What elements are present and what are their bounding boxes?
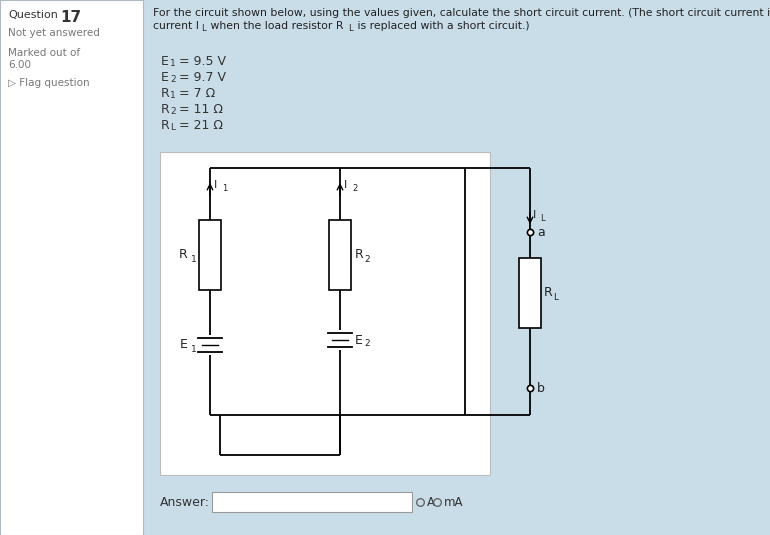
Text: R: R bbox=[161, 87, 169, 100]
Text: R: R bbox=[179, 248, 188, 262]
Text: 2: 2 bbox=[364, 340, 370, 348]
Text: 1: 1 bbox=[191, 255, 197, 264]
Text: 2: 2 bbox=[364, 255, 370, 264]
Text: = 7 Ω: = 7 Ω bbox=[175, 87, 216, 100]
Text: 1: 1 bbox=[170, 91, 176, 100]
Text: current I: current I bbox=[153, 21, 199, 31]
Text: L: L bbox=[201, 24, 206, 33]
Text: 2: 2 bbox=[352, 184, 357, 193]
Text: = 11 Ω: = 11 Ω bbox=[175, 103, 223, 116]
Text: Answer:: Answer: bbox=[160, 496, 210, 509]
Text: 2: 2 bbox=[170, 107, 176, 116]
Bar bbox=[519, 258, 541, 328]
Text: R: R bbox=[161, 103, 169, 116]
Text: 1: 1 bbox=[222, 184, 227, 193]
Text: L: L bbox=[170, 123, 175, 132]
Text: I: I bbox=[214, 180, 217, 190]
Text: L: L bbox=[540, 214, 544, 223]
Bar bbox=[199, 220, 221, 290]
Text: 17: 17 bbox=[60, 10, 81, 25]
Text: For the circuit shown below, using the values given, calculate the short circuit: For the circuit shown below, using the v… bbox=[153, 8, 770, 18]
Text: E: E bbox=[355, 333, 363, 347]
Text: b: b bbox=[537, 381, 545, 394]
Bar bbox=[329, 220, 351, 290]
Text: mA: mA bbox=[444, 495, 464, 508]
Text: L: L bbox=[348, 24, 353, 33]
Bar bbox=[160, 152, 490, 475]
Text: I: I bbox=[344, 180, 347, 190]
Text: R: R bbox=[355, 248, 363, 262]
Text: 2: 2 bbox=[170, 75, 176, 84]
Text: A: A bbox=[427, 495, 435, 508]
Text: = 9.5 V: = 9.5 V bbox=[175, 55, 226, 68]
Text: ▷ Flag question: ▷ Flag question bbox=[8, 78, 89, 88]
Text: L: L bbox=[553, 293, 558, 302]
Text: a: a bbox=[537, 225, 544, 239]
Text: Question: Question bbox=[8, 10, 58, 20]
Text: E: E bbox=[180, 339, 188, 351]
Text: Marked out of: Marked out of bbox=[8, 48, 80, 58]
Text: is replaced with a short circuit.): is replaced with a short circuit.) bbox=[354, 21, 530, 31]
Text: R: R bbox=[161, 119, 169, 132]
Text: R: R bbox=[544, 287, 553, 300]
Text: 6.00: 6.00 bbox=[8, 60, 31, 70]
Text: when the load resistor R: when the load resistor R bbox=[207, 21, 343, 31]
Text: 1: 1 bbox=[170, 59, 176, 68]
Text: E: E bbox=[161, 55, 169, 68]
Text: = 9.7 V: = 9.7 V bbox=[175, 71, 226, 84]
Text: 1: 1 bbox=[191, 345, 197, 354]
Text: Not yet answered: Not yet answered bbox=[8, 28, 100, 38]
Bar bbox=[212, 492, 412, 512]
Text: = 21 Ω: = 21 Ω bbox=[175, 119, 223, 132]
Bar bbox=[0, 0, 143, 535]
Text: E: E bbox=[161, 71, 169, 84]
Text: I: I bbox=[533, 210, 536, 220]
